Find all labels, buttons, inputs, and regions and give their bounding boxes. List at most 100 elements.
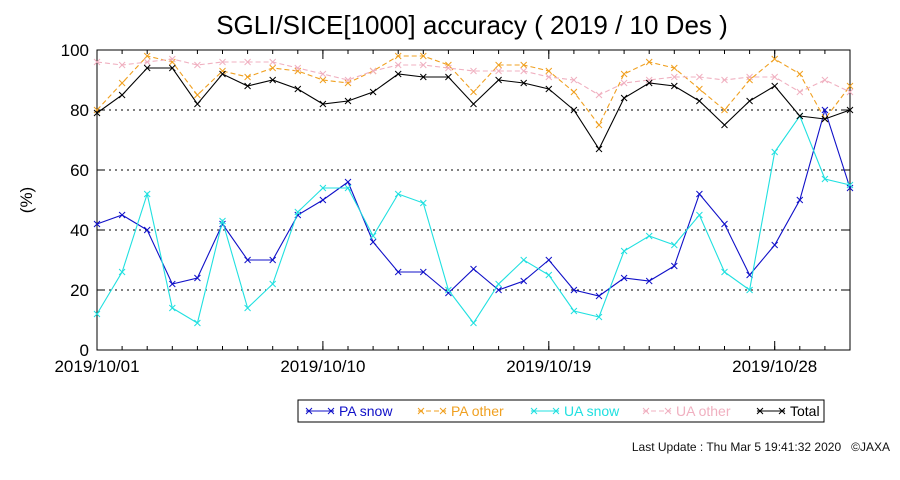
data-point bbox=[620, 247, 628, 255]
data-point bbox=[545, 73, 553, 81]
data-point bbox=[570, 88, 578, 96]
data-point bbox=[93, 310, 101, 318]
data-point bbox=[520, 256, 528, 264]
data-point bbox=[470, 319, 477, 327]
data-point bbox=[771, 82, 779, 90]
data-point bbox=[545, 271, 553, 279]
data-point bbox=[846, 184, 854, 192]
data-point bbox=[118, 211, 126, 219]
y-axis-label: (%) bbox=[17, 187, 36, 213]
data-point bbox=[344, 76, 352, 84]
legend-marker bbox=[642, 407, 650, 415]
legend-marker bbox=[439, 407, 447, 415]
data-point bbox=[645, 277, 653, 285]
data-point bbox=[620, 94, 628, 102]
data-point bbox=[796, 196, 804, 204]
data-point bbox=[118, 61, 126, 69]
data-point bbox=[93, 109, 101, 117]
data-point bbox=[118, 91, 126, 99]
data-point bbox=[419, 73, 427, 81]
data-point bbox=[168, 58, 176, 66]
data-point bbox=[369, 88, 377, 96]
y-tick-label: 100 bbox=[61, 41, 89, 60]
data-point bbox=[419, 268, 427, 276]
data-point bbox=[219, 67, 226, 75]
data-point bbox=[244, 58, 251, 66]
data-point bbox=[194, 319, 201, 327]
data-point bbox=[721, 220, 728, 228]
data-point bbox=[620, 70, 628, 78]
legend-marker bbox=[664, 407, 672, 415]
data-point bbox=[394, 52, 402, 60]
data-point bbox=[595, 91, 603, 99]
data-point bbox=[846, 88, 854, 96]
series-line bbox=[96, 55, 851, 127]
legend-marker bbox=[778, 407, 786, 415]
data-point bbox=[520, 79, 528, 87]
series-ua-other bbox=[93, 55, 854, 99]
data-point bbox=[445, 73, 452, 81]
data-point bbox=[244, 256, 251, 264]
data-point bbox=[520, 61, 528, 69]
data-point bbox=[696, 190, 703, 198]
data-point bbox=[771, 148, 779, 156]
data-point bbox=[93, 220, 101, 228]
legend-box bbox=[297, 399, 825, 423]
data-point bbox=[445, 286, 452, 294]
data-point bbox=[319, 76, 327, 84]
data-point bbox=[696, 97, 703, 105]
legend: PA snow PA other UA snow UA other Total bbox=[297, 399, 825, 423]
data-point bbox=[696, 73, 703, 81]
y-tick-label: 0 bbox=[80, 341, 89, 360]
data-point bbox=[244, 304, 251, 312]
legend-marker bbox=[756, 407, 764, 415]
data-point bbox=[846, 82, 854, 90]
data-point bbox=[645, 76, 653, 84]
data-point bbox=[369, 238, 377, 246]
data-point bbox=[821, 106, 829, 114]
x-tick-label: 2019/10/01 bbox=[54, 357, 139, 376]
data-point bbox=[143, 64, 151, 72]
data-point bbox=[570, 286, 578, 294]
data-point bbox=[394, 61, 402, 69]
data-point bbox=[721, 106, 728, 114]
data-point bbox=[721, 268, 728, 276]
data-point bbox=[796, 112, 804, 120]
data-point bbox=[670, 64, 678, 72]
y-tick-label: 40 bbox=[70, 221, 89, 240]
data-point bbox=[445, 61, 452, 69]
data-point bbox=[445, 289, 452, 297]
data-point bbox=[746, 73, 753, 81]
data-point bbox=[821, 115, 829, 123]
data-point bbox=[570, 76, 578, 84]
data-point bbox=[821, 175, 829, 183]
footer: Last Update : Thu Mar 5 19:41:32 2020 ©J… bbox=[560, 440, 890, 454]
data-point bbox=[219, 70, 226, 78]
data-point bbox=[168, 55, 176, 63]
data-point bbox=[595, 313, 603, 321]
data-point bbox=[194, 91, 201, 99]
x-tick-label: 2019/10/10 bbox=[280, 357, 365, 376]
data-point bbox=[796, 88, 804, 96]
y-tick-label: 20 bbox=[70, 281, 89, 300]
data-point bbox=[470, 88, 477, 96]
data-point bbox=[495, 67, 502, 75]
data-point bbox=[419, 61, 427, 69]
data-point bbox=[470, 67, 477, 75]
legend-label: PA other bbox=[451, 403, 504, 419]
data-point bbox=[495, 76, 502, 84]
data-point bbox=[821, 76, 829, 84]
legend-marker bbox=[327, 407, 335, 415]
data-point bbox=[545, 85, 553, 93]
data-point bbox=[219, 58, 226, 66]
data-point bbox=[319, 196, 327, 204]
data-point bbox=[394, 190, 402, 198]
data-point bbox=[645, 232, 653, 240]
data-point bbox=[269, 76, 277, 84]
data-point bbox=[319, 184, 327, 192]
data-point bbox=[319, 70, 327, 78]
data-point bbox=[570, 307, 578, 315]
data-point bbox=[846, 106, 854, 114]
data-point bbox=[570, 106, 578, 114]
